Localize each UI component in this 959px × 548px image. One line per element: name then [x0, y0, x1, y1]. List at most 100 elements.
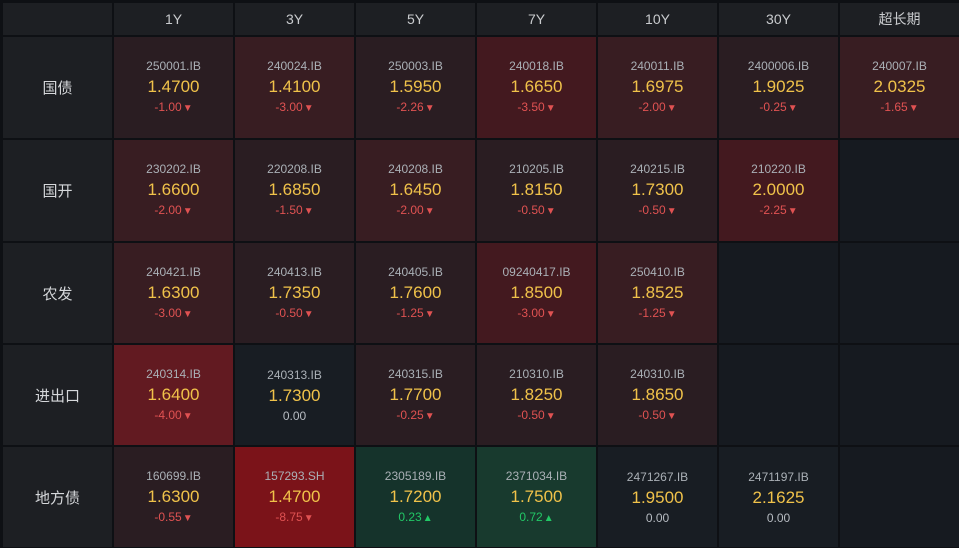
bond-cell[interactable]: 157293.SH 1.4700 -8.75▼	[235, 447, 354, 547]
bond-change: -0.55▼	[154, 510, 192, 526]
column-header-超长期[interactable]: 超长期	[840, 3, 959, 35]
bond-change-value: 0.72	[519, 509, 543, 524]
bond-cell[interactable]: 240208.IB 1.6450 -2.00▼	[356, 140, 475, 241]
bond-code: 2471197.IB	[748, 469, 809, 484]
row-label: 地方债	[3, 447, 112, 547]
bond-code: 210310.IB	[509, 366, 564, 381]
bond-yield: 1.9500	[631, 487, 684, 507]
bond-change: -3.00▼	[517, 306, 555, 322]
bond-yield: 1.4100	[268, 77, 321, 96]
bond-cell[interactable]: 240007.IB 2.0325 -1.65▼	[840, 37, 959, 138]
bond-change-value: -0.50	[638, 203, 666, 217]
bond-code: 240421.IB	[146, 264, 201, 279]
bond-code: 240310.IB	[630, 366, 685, 381]
bond-code: 250003.IB	[388, 59, 443, 73]
bond-cell[interactable]: 210205.IB 1.8150 -0.50▼	[477, 140, 596, 241]
bond-code: 240405.IB	[388, 264, 443, 279]
column-header-7Y[interactable]: 7Y	[477, 3, 596, 35]
column-header-5Y[interactable]: 5Y	[356, 3, 475, 35]
bond-change: -2.26▼	[396, 100, 434, 116]
bond-yield: 1.8250	[510, 384, 563, 404]
bond-yield: 1.7600	[389, 282, 442, 302]
bond-cell[interactable]: 09240417.IB 1.8500 -3.00▼	[477, 243, 596, 343]
bond-cell[interactable]: 2400006.IB 1.9025 -0.25▼	[719, 37, 838, 138]
bond-code: 240208.IB	[388, 162, 443, 176]
bond-change-value: -0.25	[396, 407, 424, 422]
bond-change-value: -4.00	[154, 407, 182, 422]
bond-cell[interactable]: 220208.IB 1.6850 -1.50▼	[235, 140, 354, 241]
bond-cell[interactable]: 240313.IB 1.7300 0.00	[235, 345, 354, 445]
bond-cell[interactable]: 250003.IB 1.5950 -2.26▼	[356, 37, 475, 138]
bond-yield: 1.7300	[268, 385, 321, 405]
bond-code: 220208.IB	[267, 162, 322, 176]
bond-change-value: -0.25	[759, 100, 787, 114]
bond-cell[interactable]: 210310.IB 1.8250 -0.50▼	[477, 345, 596, 445]
bond-cell[interactable]: 240315.IB 1.7700 -0.25▼	[356, 345, 475, 445]
column-header-3Y[interactable]: 3Y	[235, 3, 354, 35]
bond-cell[interactable]: 240413.IB 1.7350 -0.50▼	[235, 243, 354, 343]
bond-yield: 1.6650	[510, 77, 563, 96]
bond-cell[interactable]: 2305189.IB 1.7200 0.23▲	[356, 447, 475, 547]
triangle-down-icon: ▼	[787, 103, 798, 114]
bond-change: -0.50▼	[638, 408, 676, 424]
column-header-1Y[interactable]: 1Y	[114, 3, 233, 35]
bond-cell[interactable]: 240011.IB 1.6975 -2.00▼	[598, 37, 717, 138]
triangle-down-icon: ▼	[908, 103, 919, 114]
bond-cell[interactable]: 230202.IB 1.6600 -2.00▼	[114, 140, 233, 241]
bond-cell[interactable]: 240421.IB 1.6300 -3.00▼	[114, 243, 233, 343]
bond-yield: 1.6850	[268, 180, 321, 199]
bond-change: -2.00▼	[638, 100, 676, 116]
bond-yield: 1.7200	[389, 486, 442, 506]
bond-change-value: 0.00	[766, 510, 791, 525]
bond-code: 2471267.IB	[626, 469, 689, 484]
bond-yield: 1.7700	[389, 384, 442, 404]
bond-cell[interactable]: 160699.IB 1.6300 -0.55▼	[114, 447, 233, 547]
column-header-10Y[interactable]: 10Y	[598, 3, 717, 35]
bond-code: 240215.IB	[630, 162, 685, 176]
bond-cell[interactable]: 250001.IB 1.4700 -1.00▼	[114, 37, 233, 138]
bond-change: -2.00▼	[154, 203, 192, 219]
bond-yield: 2.0000	[752, 180, 805, 199]
bond-change-value: -3.00	[517, 305, 545, 320]
triangle-down-icon: ▼	[666, 410, 677, 422]
triangle-down-icon: ▼	[424, 410, 435, 422]
bond-code: 210205.IB	[509, 162, 564, 176]
bond-change-value: 0.23	[398, 509, 422, 524]
triangle-down-icon: ▼	[424, 206, 435, 217]
bond-cell[interactable]: 240314.IB 1.6400 -4.00▼	[114, 345, 233, 445]
bond-cell[interactable]: 210220.IB 2.0000 -2.25▼	[719, 140, 838, 241]
bond-cell[interactable]: 2371034.IB 1.7500 0.72▲	[477, 447, 596, 547]
empty-cell	[840, 243, 959, 343]
bond-change: 0.23▲	[398, 510, 432, 526]
triangle-down-icon: ▼	[424, 103, 435, 114]
bond-code: 240018.IB	[509, 59, 564, 73]
bond-change-value: -1.00	[154, 100, 182, 114]
bond-cell[interactable]: 2471197.IB 2.1625 0.00	[719, 447, 838, 547]
bond-cell[interactable]: 240018.IB 1.6650 -3.50▼	[477, 37, 596, 138]
triangle-down-icon: ▼	[545, 308, 556, 320]
triangle-down-icon: ▼	[545, 103, 556, 114]
bond-cell[interactable]: 240310.IB 1.8650 -0.50▼	[598, 345, 717, 445]
empty-cell	[840, 345, 959, 445]
bond-cell[interactable]: 240215.IB 1.7300 -0.50▼	[598, 140, 717, 241]
bond-cell[interactable]: 250410.IB 1.8525 -1.25▼	[598, 243, 717, 343]
bond-change: -4.00▼	[154, 408, 192, 424]
bond-cell[interactable]: 240405.IB 1.7600 -1.25▼	[356, 243, 475, 343]
bond-yield: 1.6300	[147, 486, 200, 506]
empty-cell	[840, 447, 959, 547]
bond-cell[interactable]: 240024.IB 1.4100 -3.00▼	[235, 37, 354, 138]
column-header-30Y[interactable]: 30Y	[719, 3, 838, 35]
triangle-down-icon: ▼	[787, 206, 798, 217]
bond-code: 250001.IB	[146, 59, 201, 73]
bond-change-value: -2.25	[759, 203, 787, 217]
bond-change-value: -2.00	[638, 100, 666, 114]
bond-yield: 1.8150	[510, 180, 563, 199]
bond-cell[interactable]: 2471267.IB 1.9500 0.00	[598, 447, 717, 547]
bond-yield: 1.6450	[389, 180, 442, 199]
bond-change: 0.00	[646, 511, 669, 525]
bond-change: -0.50▼	[517, 203, 555, 219]
bond-change: -1.50▼	[275, 203, 313, 219]
bond-change: -8.75▼	[275, 510, 313, 526]
bond-yield: 1.6975	[631, 77, 684, 96]
bond-change: -0.25▼	[396, 408, 434, 424]
